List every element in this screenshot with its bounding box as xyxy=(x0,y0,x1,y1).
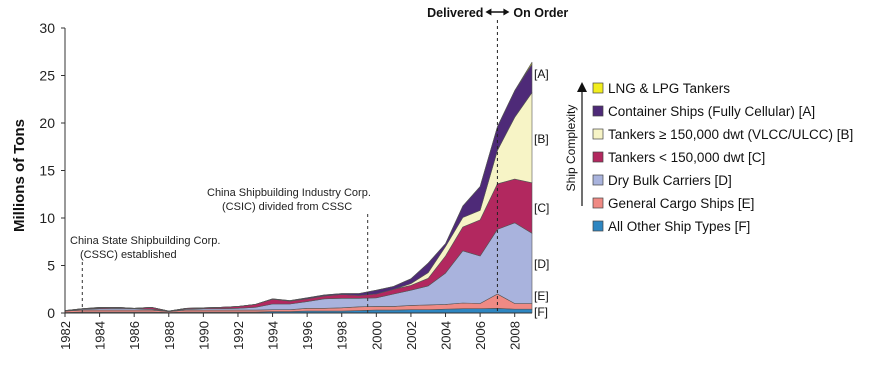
y-tick-label: 10 xyxy=(39,210,55,226)
legend-label-3: Tankers < 150,000 dwt [C] xyxy=(608,150,765,165)
x-tick-label: 2006 xyxy=(473,321,488,350)
y-tick-label: 30 xyxy=(39,20,55,36)
x-tick-label: 1982 xyxy=(58,321,73,350)
series-code-3: [C] xyxy=(534,201,549,215)
legend-label-1: Container Ships (Fully Cellular) [A] xyxy=(608,104,815,119)
legend-label-6: All Other Ship Types [F] xyxy=(608,219,750,234)
series-code-2: [D] xyxy=(534,257,549,271)
annotation-csic-line1: China Shipbuilding Industry Corp. xyxy=(207,187,371,199)
area-series-6 xyxy=(64,61,533,312)
divider-arrow-right xyxy=(503,8,510,16)
legend: Ship Complexity LNG & LPG Tankers Containe… xyxy=(564,81,853,234)
x-tick-label: 1986 xyxy=(127,321,142,350)
legend-swatch-3 xyxy=(592,151,604,163)
annotations: China State Shipbuilding Corp. (CSSC) est… xyxy=(70,6,568,313)
series-code-4: [B] xyxy=(534,132,549,146)
x-tick-label: 1984 xyxy=(93,321,108,350)
divider-left-label: Delivered xyxy=(427,6,483,20)
complexity-label: Ship Complexity xyxy=(564,105,578,192)
legend-swatch-2 xyxy=(592,128,604,140)
x-tick-label: 2002 xyxy=(404,321,419,350)
legend-label-2: Tankers ≥ 150,000 dwt (VLCC/ULCC) [B] xyxy=(608,127,853,142)
legend-swatch-1 xyxy=(592,105,604,117)
divider-right-label: On Order xyxy=(513,6,568,20)
divider-arrow-left xyxy=(485,8,492,16)
x-tick-label: 1992 xyxy=(231,321,246,350)
x-tick-label: 1996 xyxy=(300,321,315,350)
x-tick-label: 1994 xyxy=(266,321,281,350)
legend-swatch-0 xyxy=(592,82,604,94)
y-axis-title: Millions of Tons xyxy=(11,119,28,232)
y-tick-label: 5 xyxy=(47,258,55,274)
legend-label-4: Dry Bulk Carriers [D] xyxy=(608,173,732,188)
legend-swatch-4 xyxy=(592,174,604,186)
x-tick-label: 1990 xyxy=(196,321,211,350)
annotation-cssc-line2: (CSSC) established xyxy=(80,249,177,261)
legend-label-5: General Cargo Ships [E] xyxy=(608,196,754,211)
y-tick-label: 15 xyxy=(39,163,55,179)
legend-swatch-6 xyxy=(592,220,604,232)
series-code-5: [A] xyxy=(534,67,549,81)
legend-swatch-5 xyxy=(592,197,604,209)
complexity-arrow-head xyxy=(577,82,587,92)
x-tick-label: 2000 xyxy=(369,321,384,350)
y-tick-label: 25 xyxy=(39,68,55,84)
x-tick-label: 2004 xyxy=(439,321,454,350)
x-tick-label: 1998 xyxy=(335,321,350,350)
series-code-labels: [F] [E] [D] [C] [B] [A] xyxy=(534,67,549,319)
x-tick-label: 1988 xyxy=(162,321,177,350)
legend-label-0: LNG & LPG Tankers xyxy=(608,81,730,96)
y-tick-label: 20 xyxy=(39,115,55,131)
series-code-1: [E] xyxy=(534,289,549,303)
axes: 0 5 10 15 20 25 30 1982 1984 1986 1988 1990 1992 1994… xyxy=(11,20,532,350)
series-code-0: [F] xyxy=(534,305,548,319)
annotation-csic-line2: (CSIC) divided from CSSC xyxy=(222,201,352,213)
annotation-cssc-line1: China State Shipbuilding Corp. xyxy=(70,235,220,247)
x-tick-label: 2008 xyxy=(508,321,523,350)
y-tick-label: 0 xyxy=(47,305,55,321)
